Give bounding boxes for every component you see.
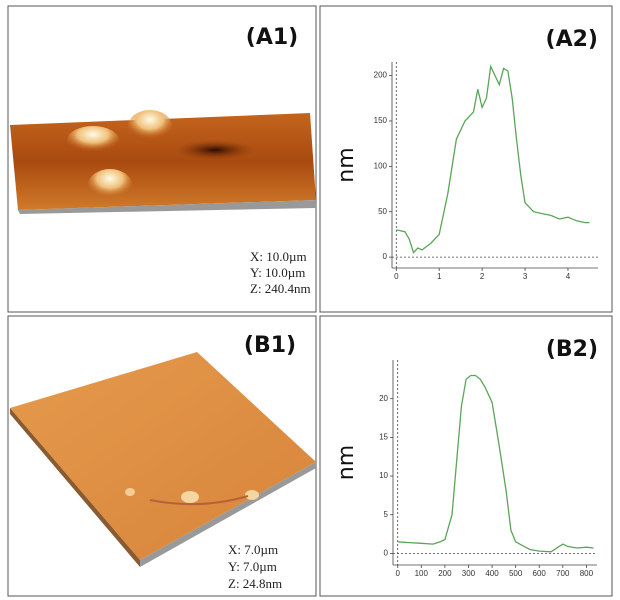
y-tick-label: 0: [384, 549, 389, 558]
x-tick-label: 1: [437, 272, 442, 281]
x-tick-label: 700: [556, 569, 570, 578]
scan-info: X: 10.0µm: [250, 249, 307, 264]
y-tick-label: 10: [379, 471, 388, 480]
x-tick-label: 0: [394, 272, 399, 281]
chart-title: (B2): [546, 337, 598, 362]
panel-label: (B1): [244, 333, 296, 358]
x-tick-label: 400: [485, 569, 499, 578]
y-axis-label: nm: [334, 147, 359, 182]
afm-image: [10, 110, 316, 214]
scan-info: Y: 7.0µm: [228, 559, 277, 574]
x-tick-label: 2: [480, 272, 485, 281]
scan-info: Z: 240.4nm: [250, 281, 311, 296]
y-tick-label: 15: [379, 432, 388, 441]
x-tick-label: 3: [523, 272, 528, 281]
x-tick-label: 500: [509, 569, 523, 578]
x-tick-label: 800: [580, 569, 594, 578]
figure: (A1) X: 10.0µm Y: 10.0µm Z: 240.4nm (B1)…: [0, 0, 620, 600]
y-tick-label: 20: [379, 394, 388, 403]
line-series: [396, 67, 589, 253]
y-tick-label: 50: [378, 207, 387, 216]
scan-info: Y: 10.0µm: [250, 265, 305, 280]
y-tick-label: 100: [374, 161, 388, 170]
x-tick-label: 300: [462, 569, 476, 578]
line-series: [398, 376, 594, 552]
x-tick-label: 100: [415, 569, 429, 578]
y-tick-label: 0: [383, 252, 388, 261]
panel-label: (A1): [246, 25, 298, 50]
chart-title: (A2): [546, 27, 598, 52]
scan-info: Z: 24.8nm: [228, 576, 282, 591]
page: {"images": [ {"label": "(A1)", "scan": […: [0, 0, 620, 600]
y-tick-label: 200: [374, 71, 388, 80]
y-axis-label: nm: [334, 445, 359, 480]
y-tick-label: 5: [384, 510, 389, 519]
y-tick-label: 150: [374, 116, 388, 125]
afm-image: [10, 352, 316, 567]
x-tick-label: 600: [533, 569, 547, 578]
x-tick-label: 0: [395, 569, 400, 578]
scan-info: X: 7.0µm: [228, 542, 278, 557]
x-tick-label: 4: [566, 272, 571, 281]
x-tick-label: 200: [438, 569, 452, 578]
